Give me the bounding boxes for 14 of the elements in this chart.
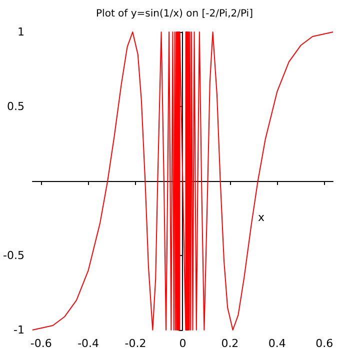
y-tick-label: 0.5 bbox=[6, 100, 24, 113]
x-tick-label: 0.4 bbox=[268, 337, 286, 349]
x-tick-label: 0.2 bbox=[221, 337, 239, 349]
x-axis-title: x bbox=[258, 211, 265, 224]
y-tick-label: -1 bbox=[13, 324, 24, 336]
x-tick-label: -0.6 bbox=[30, 337, 52, 349]
x-tick-label: 0.6 bbox=[316, 337, 334, 349]
chart-title: Plot of y=sin(1/x) on [-2/Pi,2/Pi] bbox=[96, 8, 254, 20]
x-tick-label: -0.2 bbox=[124, 337, 146, 349]
x-tick-label: 0 bbox=[179, 337, 186, 349]
y-tick-label: 1 bbox=[17, 26, 24, 38]
x-tick-label: -0.4 bbox=[78, 337, 100, 349]
y-tick-label: -0.5 bbox=[2, 249, 24, 262]
line-series bbox=[32, 32, 334, 330]
